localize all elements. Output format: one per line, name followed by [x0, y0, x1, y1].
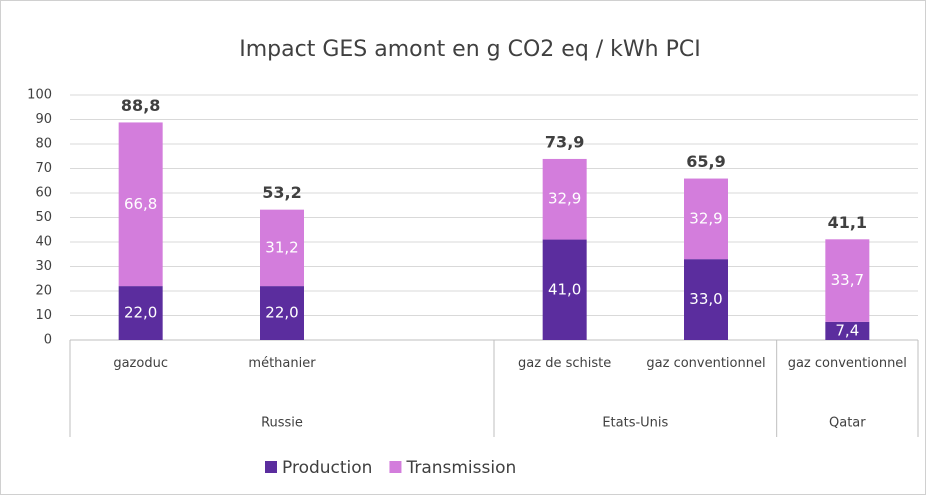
bar-segment	[684, 259, 728, 340]
total-label: 65,9	[686, 152, 725, 171]
group-label: Etats-Unis	[602, 416, 668, 431]
y-tick-label: 20	[35, 284, 52, 299]
total-label: 53,2	[262, 183, 301, 202]
bar-segment	[825, 321, 870, 340]
bar-segment	[684, 178, 728, 260]
data-label: 7,4	[835, 321, 859, 339]
bar-segment	[118, 286, 163, 340]
y-tick-label: 80	[35, 137, 52, 152]
y-tick-label: 0	[44, 333, 52, 348]
data-label: 31,2	[265, 238, 298, 256]
legend-label: Transmission	[405, 458, 516, 478]
legend-label: Production	[282, 458, 372, 478]
x-tick-label: gaz conventionnel	[787, 356, 907, 371]
data-label: 22,0	[124, 304, 157, 322]
x-tick-label: gaz de schiste	[518, 356, 612, 371]
y-tick-label: 90	[35, 112, 52, 127]
group-label: Russie	[261, 416, 303, 431]
x-tick-label: gazoduc	[113, 356, 168, 371]
bar-segment	[260, 286, 304, 340]
y-tick-label: 50	[35, 210, 52, 225]
bar-segment	[825, 239, 870, 322]
y-tick-label: 40	[35, 235, 52, 250]
y-tick-label: 30	[35, 259, 52, 274]
legend-swatch	[265, 461, 277, 473]
chart-title: Impact GES amont en g CO2 eq / kWh PCI	[239, 37, 700, 62]
bar-segment	[542, 158, 587, 240]
data-label: 22,0	[265, 304, 298, 322]
data-label: 41,0	[548, 280, 581, 298]
y-tick-label: 10	[35, 308, 52, 323]
y-tick-label: 100	[27, 88, 52, 103]
y-tick-label: 70	[35, 161, 52, 176]
data-label: 33,7	[831, 271, 864, 289]
data-label: 66,8	[124, 195, 157, 213]
legend-swatch	[389, 461, 402, 473]
x-tick-label: gaz conventionnel	[646, 356, 766, 371]
total-label: 73,9	[545, 132, 584, 151]
total-label: 41,1	[828, 213, 867, 232]
data-label: 32,9	[548, 190, 581, 208]
bar-segment	[542, 239, 587, 340]
bar-segment	[260, 209, 304, 287]
total-label: 88,8	[121, 96, 160, 115]
group-label: Qatar	[829, 416, 866, 431]
data-label: 32,9	[689, 209, 722, 227]
y-tick-label: 60	[35, 186, 52, 201]
x-tick-label: méthanier	[248, 356, 316, 371]
data-label: 33,0	[689, 290, 722, 308]
bar-segment	[118, 122, 163, 287]
